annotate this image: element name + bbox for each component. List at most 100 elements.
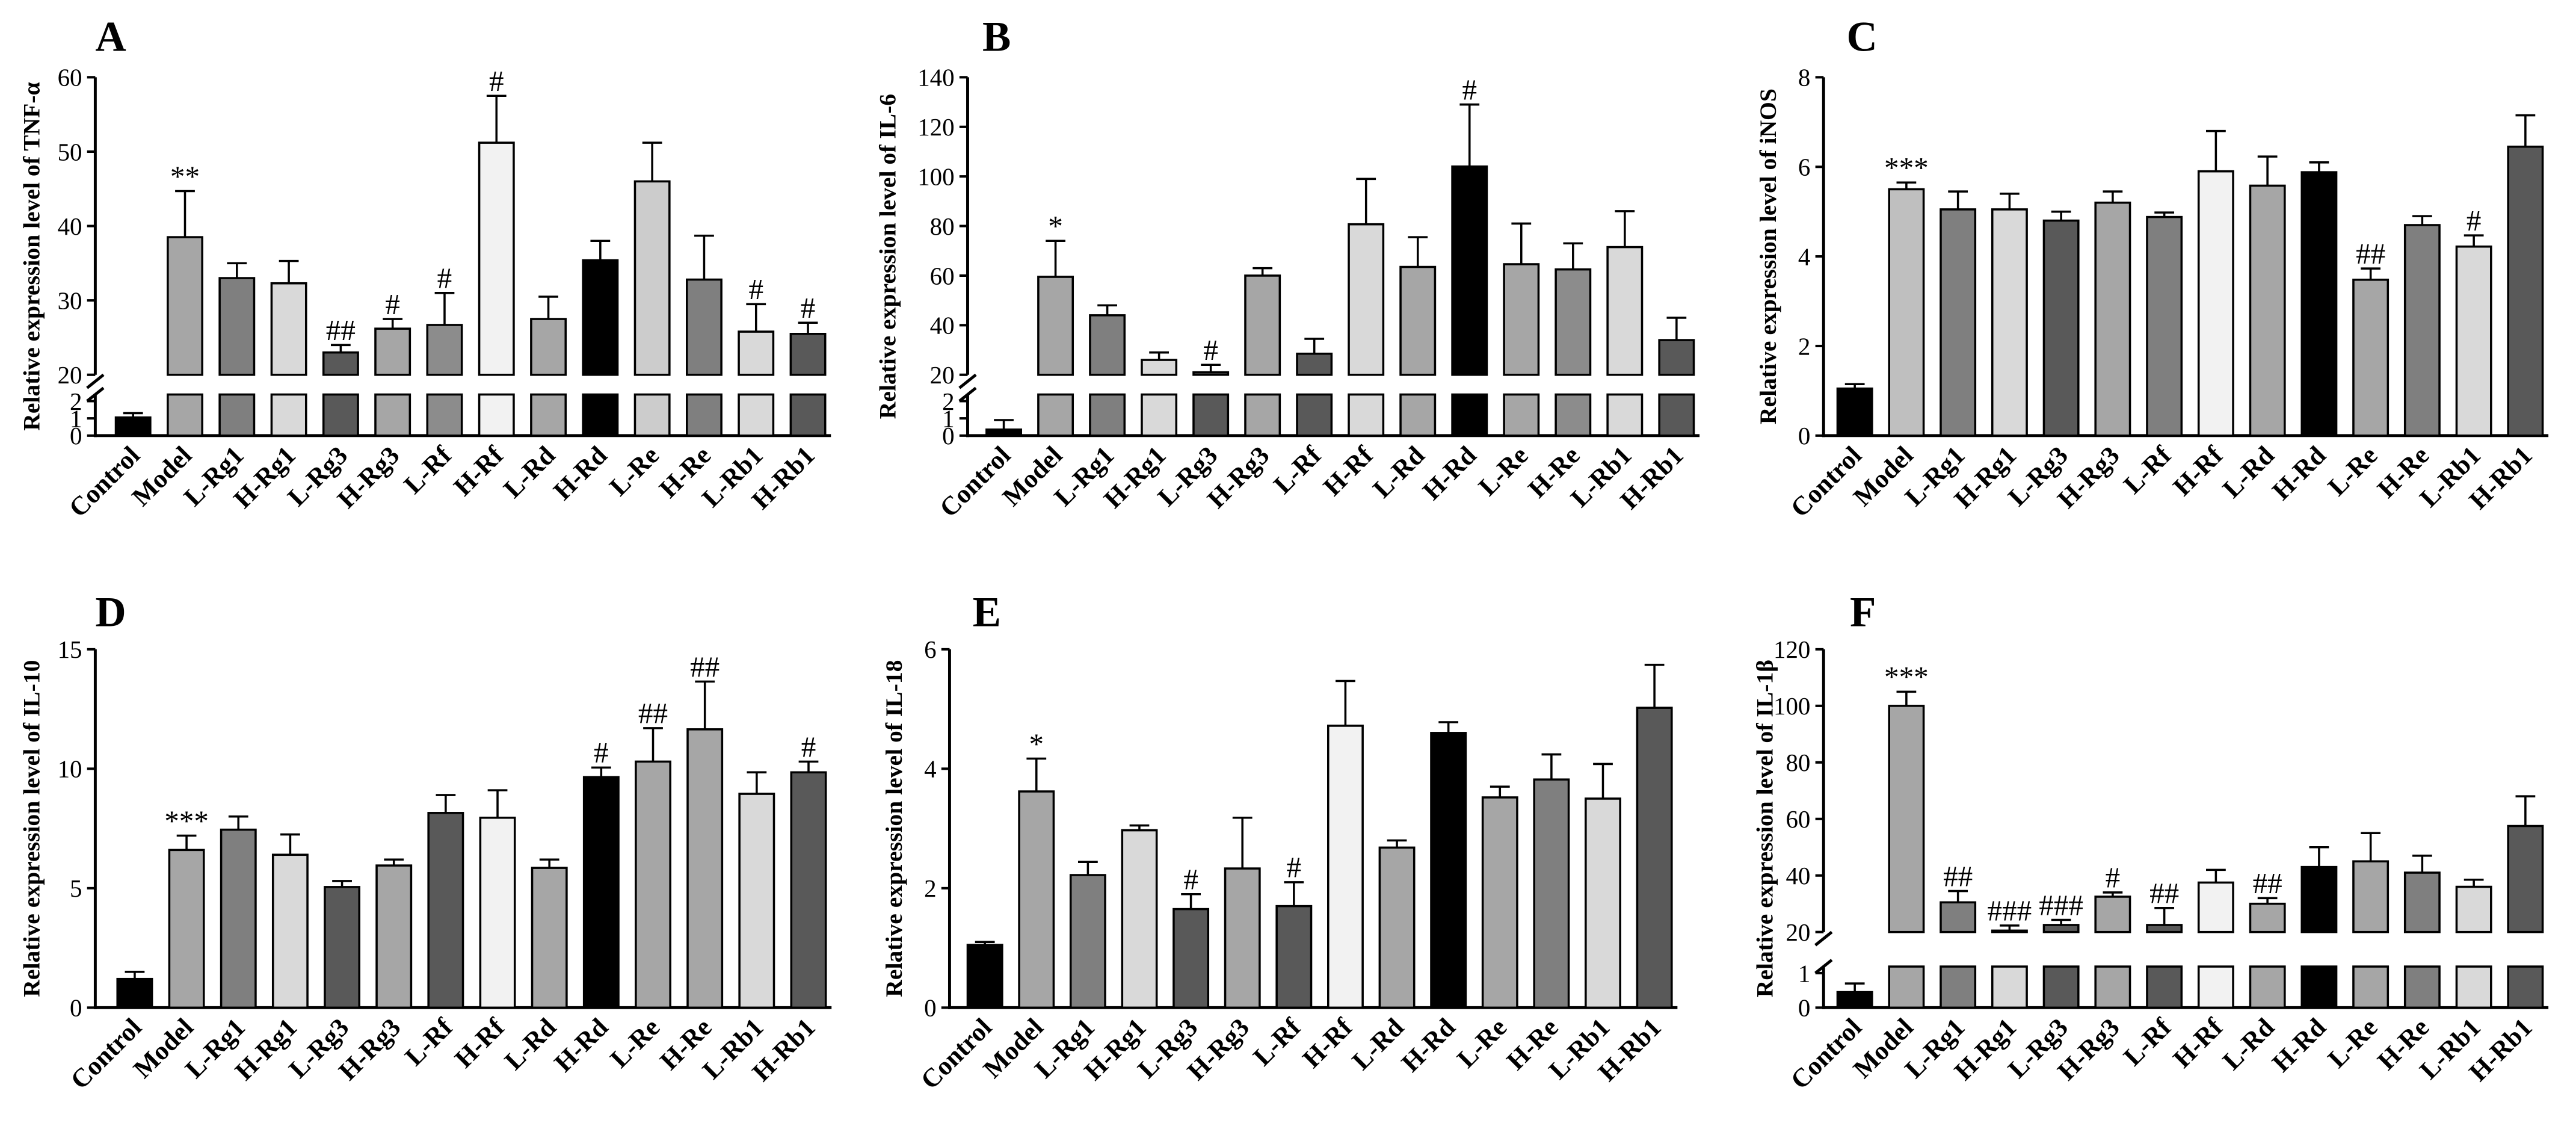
bar-f-h-rb1 [2507,824,2544,933]
significance-h-rg3: # [385,288,400,321]
y-tick-label: 120 [917,113,954,141]
x-tick-label: H-Rd [549,1013,614,1078]
bar-c-h-rg3 [2094,202,2131,437]
x-tick-label: H-Rf [2168,441,2228,501]
bar-a-l-rf [426,324,463,376]
bar-f-l-rg1-lower [1940,965,1977,1009]
bar-d-l-re [635,760,671,1009]
bar-a-model [167,236,203,376]
y-axis-label: Relative expression level of IL-1β [1752,660,1778,997]
bar-e-control [966,944,1003,1009]
bar-b-h-rf [1348,223,1385,376]
bar-f-l-rd-lower [2249,965,2286,1009]
y-tick-label: 30 [58,286,82,314]
significance-l-rf: ## [2149,877,2179,910]
y-tick-label: 10 [58,755,82,783]
bar-b-l-rd [1399,265,1437,376]
bar-b-l-re-lower [1503,393,1540,437]
bar-c-l-rb1 [2455,245,2492,437]
bar-f-l-rf [2146,924,2183,933]
y-tick-label: 0 [1798,422,1810,450]
y-tick-label: 100 [917,163,954,191]
x-tick-label: Model [1848,1013,1919,1084]
significance-h-rd: # [1462,73,1477,106]
bar-f-l-rb1-lower [2455,965,2492,1009]
axis-break-mark [1814,930,1833,947]
bar-e-h-re [1533,778,1570,1009]
bar-b-h-re-lower [1555,393,1592,437]
significance-h-rg1: ### [1988,894,2032,927]
bar-f-l-rg1 [1940,901,1977,933]
significance-l-rd: ## [2253,867,2282,900]
bar-d-control [116,977,153,1009]
bar-e-l-rd [1378,846,1416,1009]
bar-b-l-rb1-lower [1606,393,1644,437]
y-tick-label: 4 [924,755,936,783]
bar-d-l-rf [427,812,464,1009]
significance-model: * [1029,727,1044,760]
bar-a-h-rd-lower [582,393,619,437]
bar-f-l-rg3 [2042,924,2080,933]
bar-f-l-re-lower [2352,965,2390,1009]
y-tick-label: 20 [930,361,955,389]
bar-b-h-rg1-lower [1141,393,1178,437]
panel-letter: B [982,14,1011,61]
x-tick-label: Control [65,1013,147,1095]
bar-a-l-rd-lower [530,393,567,437]
bar-a-h-re-lower [686,393,723,437]
x-tick-label: Model [1848,441,1919,512]
bar-a-l-rf-lower [426,393,463,437]
bar-f-h-rg3 [2094,896,2131,933]
bar-c-l-rg1 [1940,208,1977,437]
bar-f-h-rg3-lower [2094,965,2131,1009]
panel-c: C Relative expression level of iNOS 0 2 4 6 8 C… [1755,14,2549,523]
axis-break-mark [86,386,105,403]
y-tick-label: 0 [924,994,936,1022]
bar-b-l-rg1 [1089,314,1126,376]
bar-b-h-rb1-lower [1658,393,1695,437]
bar-f-h-rf-lower [2197,965,2234,1009]
y-axis-label: Relative expression level of IL-6 [874,94,901,419]
y-tick-label: 6 [1798,153,1810,181]
x-tick-label: L-Re [605,1013,665,1074]
x-tick-label: L-Re [1452,1013,1512,1074]
bar-a-control [114,416,152,437]
bar-b-control [985,428,1023,437]
x-tick-label: L-Rd [2217,1013,2280,1075]
bar-d-l-rg3 [324,886,361,1009]
bar-b-h-rd-lower [1451,393,1488,437]
y-tick-label: 0 [70,422,82,450]
y-tick-label: 8 [1798,64,1810,91]
bar-f-model-lower [1888,965,1925,1009]
x-tick-label: Model [997,441,1068,512]
bar-d-h-rg1 [271,853,309,1009]
significance-l-rg3: ### [2039,888,2083,921]
axis-break-mark [958,386,977,403]
bar-b-h-rg3-lower [1244,393,1281,437]
y-tick-label: 50 [58,138,82,165]
bar-a-model-lower [167,393,203,437]
bar-a-h-rb1-lower [789,393,827,437]
bar-a-l-rb1-lower [738,393,775,437]
y-tick-label: 2 [924,874,936,902]
bar-f-h-rg1 [1991,929,2028,933]
bar-c-h-rg1 [1991,208,2028,437]
bar-a-h-rb1 [789,333,827,376]
x-tick-label: H-Rf [449,1013,510,1074]
bar-a-l-re-lower [633,393,671,437]
bar-e-h-rg1 [1121,829,1158,1009]
significance-h-rg3: # [2106,861,2121,894]
x-tick-label: L-Rd [499,1013,562,1075]
x-tick-label: L-Re [1473,441,1534,501]
y-tick-label: 100 [1773,692,1810,720]
significance-model: ** [170,159,200,193]
x-tick-label: L-Rd [1367,441,1430,503]
bar-b-l-rf-lower [1296,393,1333,437]
x-tick-label: Model [978,1013,1049,1084]
significance-l-rg3: # [1203,333,1218,367]
axis-break-mark [86,373,105,389]
bar-d-l-rd [531,867,568,1009]
